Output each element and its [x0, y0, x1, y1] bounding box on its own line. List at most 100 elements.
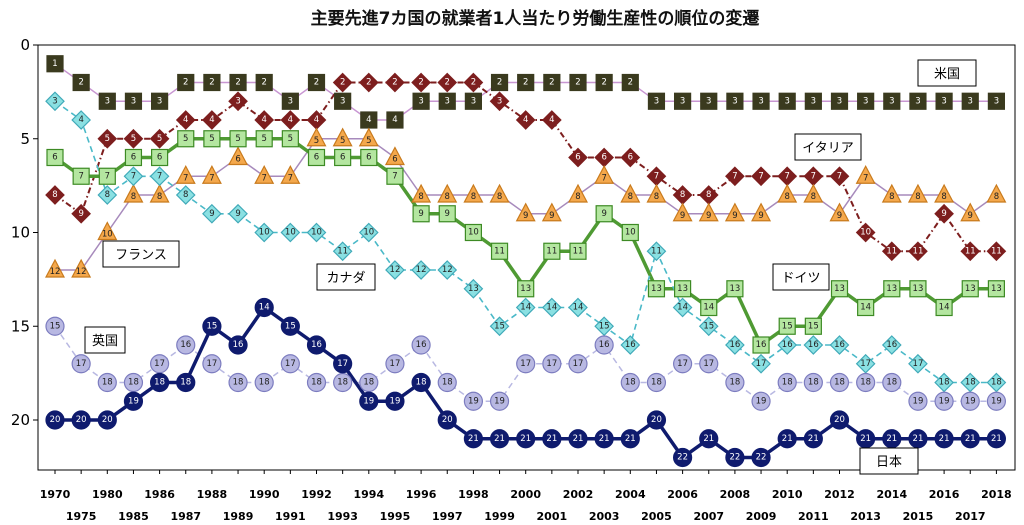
x-tick-label: 2015 [903, 510, 934, 523]
data-label: 2 [497, 78, 502, 88]
data-point: 15 [698, 316, 719, 337]
data-label: 8 [706, 190, 711, 200]
data-point: 15 [489, 316, 510, 337]
data-point: 21 [542, 429, 562, 449]
data-point: 3 [334, 92, 352, 110]
data-label: 4 [314, 115, 319, 125]
data-label: 9 [941, 209, 946, 219]
data-label: 18 [337, 378, 348, 388]
point-marker [803, 335, 824, 355]
point-marker [751, 353, 771, 374]
point-marker [437, 183, 458, 203]
point-marker [541, 202, 562, 222]
data-label: 2 [261, 78, 266, 88]
data-label: 9 [549, 211, 554, 221]
point-marker [908, 241, 928, 262]
point-marker [385, 354, 405, 374]
data-point: 9 [438, 205, 456, 223]
data-label: 21 [782, 434, 793, 444]
data-point: 18 [359, 372, 379, 393]
point-marker [698, 316, 719, 337]
point-marker [673, 92, 692, 110]
data-point: 3 [804, 92, 822, 110]
point-marker [280, 354, 300, 374]
data-point: 18 [97, 372, 117, 393]
data-label: 7 [758, 171, 763, 181]
data-label: 3 [968, 96, 973, 106]
data-label: 18 [442, 378, 453, 388]
data-point: 21 [516, 429, 536, 449]
data-label: 2 [209, 78, 214, 88]
data-label: 7 [183, 173, 188, 183]
data-point: 2 [621, 73, 639, 92]
data-point: 3 [673, 92, 692, 110]
x-tick-label: 2001 [537, 510, 568, 523]
data-label: 15 [808, 321, 819, 331]
data-point: 8 [123, 183, 144, 203]
x-tick-label: 1987 [170, 510, 201, 523]
data-point: 7 [646, 166, 667, 187]
data-label: 5 [314, 136, 319, 146]
data-point: 11 [960, 241, 981, 262]
point-marker [411, 72, 431, 93]
data-point: 5 [358, 127, 379, 147]
data-point: 4 [71, 110, 91, 130]
data-label: 18 [259, 378, 270, 388]
point-marker [909, 280, 927, 298]
point-marker [359, 391, 379, 411]
data-point: 17 [71, 354, 91, 374]
data-point: 9 [934, 203, 954, 224]
data-label: 20 [651, 415, 662, 425]
data-point: 19 [385, 391, 405, 411]
data-point: 7 [175, 164, 196, 184]
data-point: 21 [960, 429, 980, 449]
data-point: 21 [856, 429, 876, 449]
point-marker [620, 183, 641, 203]
point-marker [332, 241, 353, 262]
data-label: 7 [784, 171, 789, 181]
x-tick-label: 1998 [458, 488, 489, 501]
data-point: 11 [881, 241, 902, 262]
point-marker [45, 258, 65, 278]
data-point: 1 [46, 55, 64, 73]
point-marker [45, 185, 65, 205]
data-point: 8 [568, 183, 588, 203]
data-point: 11 [543, 242, 561, 260]
point-marker [986, 429, 1007, 449]
point-marker [411, 183, 432, 203]
data-label: 5 [235, 134, 240, 144]
point-marker [463, 429, 483, 449]
series-name-label: フランス [102, 240, 180, 268]
data-point: 16 [803, 335, 824, 355]
series-name-label: カナダ [316, 263, 376, 291]
point-marker [698, 202, 719, 222]
data-label: 14 [546, 303, 557, 313]
data-point: 13 [517, 280, 535, 298]
data-point: 2 [332, 72, 353, 93]
data-point: 19 [751, 391, 771, 411]
point-marker [620, 429, 640, 449]
data-point: 8 [907, 183, 928, 203]
point-marker [960, 429, 980, 449]
data-label: 5 [157, 134, 162, 144]
data-point: 6 [307, 148, 326, 167]
point-marker [489, 429, 510, 449]
data-label: 3 [837, 96, 842, 106]
data-point: 12 [437, 260, 458, 280]
data-label: 19 [991, 396, 1002, 406]
point-marker [935, 92, 953, 110]
data-point: 21 [777, 429, 797, 449]
data-point: 5 [123, 128, 144, 149]
point-marker [777, 183, 798, 203]
data-point: 20 [97, 410, 117, 430]
data-point: 17 [333, 354, 353, 374]
data-label: 17 [337, 359, 348, 369]
label-box [102, 240, 180, 268]
data-point: 2 [490, 73, 509, 92]
data-label: 4 [523, 115, 528, 125]
point-marker [151, 148, 169, 167]
point-marker [412, 92, 430, 110]
data-point: 16 [777, 335, 798, 355]
data-point: 18 [150, 372, 170, 393]
